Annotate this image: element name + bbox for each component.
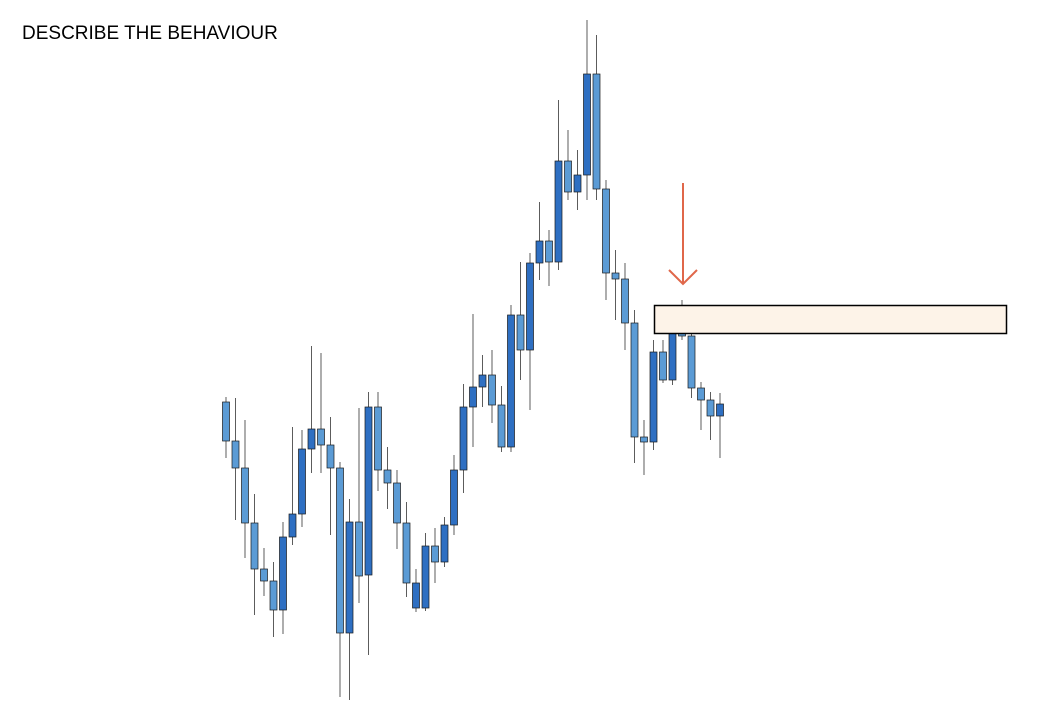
candle-body xyxy=(602,188,610,274)
candle-body xyxy=(222,401,230,442)
candle-body xyxy=(592,73,601,190)
candle-body xyxy=(611,272,620,280)
candle-body xyxy=(250,522,259,570)
candle-body xyxy=(383,469,392,484)
candle-body xyxy=(402,522,411,584)
candle-body xyxy=(374,406,382,471)
candle-body xyxy=(345,521,354,634)
candle-body xyxy=(554,160,563,263)
candle-body xyxy=(393,482,401,524)
arrow xyxy=(668,183,698,286)
candle-body xyxy=(706,399,715,417)
candle-body xyxy=(668,331,677,381)
candle-body xyxy=(412,582,420,609)
candle-body xyxy=(488,374,496,406)
candle-body xyxy=(326,444,335,469)
candle-body xyxy=(260,568,268,582)
candle-body xyxy=(640,436,648,443)
candle-body xyxy=(649,351,658,443)
arrow-head xyxy=(668,269,698,286)
candle-body xyxy=(583,73,591,176)
candle-body xyxy=(716,403,724,417)
candle-body xyxy=(440,524,449,563)
chart-title: DESCRIBE THE BEHAVIOUR xyxy=(22,23,278,44)
candle-body xyxy=(231,440,240,469)
candle-body xyxy=(516,314,525,351)
candle-body xyxy=(336,467,344,634)
candle-body xyxy=(317,428,325,446)
candle-body xyxy=(421,545,430,609)
candle-body xyxy=(478,374,487,388)
candle-body xyxy=(450,469,458,526)
candle-body xyxy=(269,580,278,611)
candle-body xyxy=(621,278,629,324)
candle-body xyxy=(697,387,705,401)
candle-body xyxy=(535,240,544,264)
candle-body xyxy=(526,262,534,351)
candle-body xyxy=(545,240,553,263)
candle-body xyxy=(298,448,306,515)
candle-body xyxy=(564,160,572,193)
zone-box xyxy=(653,304,1008,335)
candle-body xyxy=(469,386,477,408)
candle-body xyxy=(279,536,287,611)
candle-body xyxy=(241,467,249,524)
candle-body xyxy=(431,545,439,563)
candle-body xyxy=(507,314,515,448)
candle-body xyxy=(355,521,363,577)
candle-body xyxy=(687,335,696,389)
candle-body xyxy=(497,404,506,448)
candle-body xyxy=(288,513,297,538)
candle-body xyxy=(307,428,316,450)
candle-body xyxy=(630,322,639,438)
candle-body xyxy=(459,406,468,471)
candle-body xyxy=(573,174,582,193)
candle-body xyxy=(659,351,667,381)
candle-body xyxy=(364,406,373,576)
